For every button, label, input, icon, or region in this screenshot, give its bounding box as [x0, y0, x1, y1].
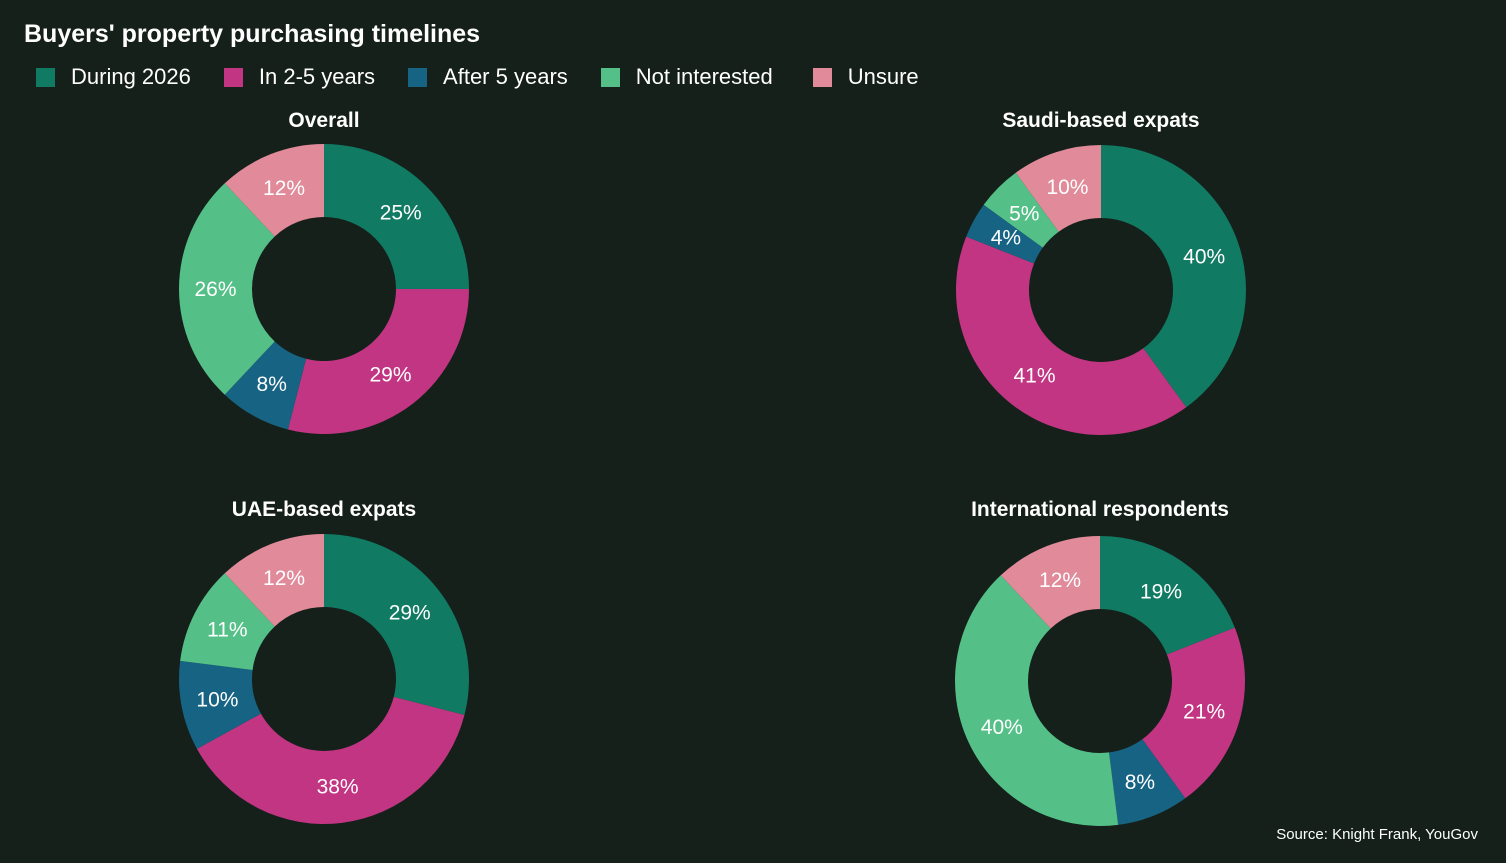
data-label-international-respondents-0: 19% — [1140, 580, 1182, 603]
slice-international-respondents-1 — [1142, 627, 1246, 799]
slice-international-respondents-2 — [1109, 739, 1186, 825]
slice-overall-2 — [224, 341, 307, 430]
legend-label: During 2026 — [71, 64, 191, 89]
slice-international-respondents-3 — [954, 575, 1119, 826]
slice-saudi-based-expats-1 — [956, 236, 1187, 436]
slice-saudi-based-expats-4 — [1015, 145, 1101, 232]
slice-international-respondents-4 — [1000, 536, 1100, 629]
data-label-international-respondents-2: 8% — [1125, 771, 1155, 794]
data-label-saudi-based-expats-3: 5% — [1009, 202, 1039, 225]
slice-saudi-based-expats-2 — [966, 204, 1043, 264]
slice-uae-based-expats-1 — [196, 696, 465, 824]
data-label-saudi-based-expats-4: 10% — [1046, 176, 1088, 199]
legend-swatch — [36, 67, 55, 87]
data-label-uae-based-expats-2: 10% — [196, 688, 238, 711]
data-label-uae-based-expats-3: 11% — [207, 619, 247, 642]
chart-title-uae-based-expats: UAE-based expats — [232, 498, 416, 521]
chart-title: Buyers' property purchasing timelines — [24, 20, 481, 48]
slice-uae-based-expats-2 — [179, 660, 261, 749]
legend-swatch — [408, 67, 428, 87]
data-label-international-respondents-1: 21% — [1183, 700, 1225, 723]
legend-item-not-interested: Not interested — [600, 64, 773, 90]
legend-swatch — [812, 67, 832, 87]
legend-label: In 2-5 years — [258, 64, 376, 89]
legend-item-after-5-years: After 5 years — [408, 64, 568, 90]
slice-uae-based-expats-3 — [180, 573, 275, 670]
data-label-saudi-based-expats-2: 4% — [991, 227, 1021, 250]
data-label-saudi-based-expats-0: 40% — [1183, 245, 1225, 268]
slice-uae-based-expats-0 — [324, 534, 469, 716]
chart-title-overall: Overall — [288, 109, 359, 132]
slice-uae-based-expats-4 — [224, 534, 324, 627]
data-label-overall-0: 25% — [380, 201, 422, 224]
data-label-overall-2: 8% — [257, 373, 287, 396]
legend-item-unsure: Unsure — [812, 64, 919, 90]
legend: During 2026 In 2-5 years After 5 years N… — [36, 64, 952, 90]
data-label-uae-based-expats-4: 12% — [263, 567, 305, 590]
chart-title-international-respondents: International respondents — [971, 498, 1229, 521]
slice-overall-1 — [287, 289, 469, 434]
slice-international-respondents-0 — [1100, 536, 1235, 655]
slice-overall-3 — [179, 183, 275, 395]
source-note: Source: Knight Frank, YouGov — [1276, 826, 1478, 843]
legend-swatch — [600, 67, 620, 87]
data-label-uae-based-expats-0: 29% — [389, 601, 431, 624]
slice-saudi-based-expats-3 — [983, 172, 1059, 248]
legend-item-during-2026: During 2026 — [36, 64, 191, 90]
data-label-uae-based-expats-1: 38% — [317, 776, 359, 799]
legend-swatch — [223, 67, 243, 87]
data-label-saudi-based-expats-1: 41% — [1013, 365, 1055, 388]
data-label-international-respondents-3: 40% — [981, 716, 1023, 739]
slice-saudi-based-expats-0 — [1101, 145, 1247, 408]
legend-label: After 5 years — [443, 64, 568, 89]
data-label-international-respondents-4: 12% — [1039, 569, 1081, 592]
data-label-overall-1: 29% — [369, 364, 411, 387]
legend-label: Unsure — [847, 64, 919, 89]
legend-item-in-2-5-years: In 2-5 years — [223, 64, 376, 90]
slice-overall-4 — [224, 144, 324, 237]
legend-label: Not interested — [635, 64, 773, 89]
chart-title-saudi-based-expats: Saudi-based expats — [1002, 109, 1199, 132]
data-label-overall-3: 26% — [194, 278, 236, 301]
slice-overall-0 — [324, 144, 469, 289]
data-label-overall-4: 12% — [263, 177, 305, 200]
